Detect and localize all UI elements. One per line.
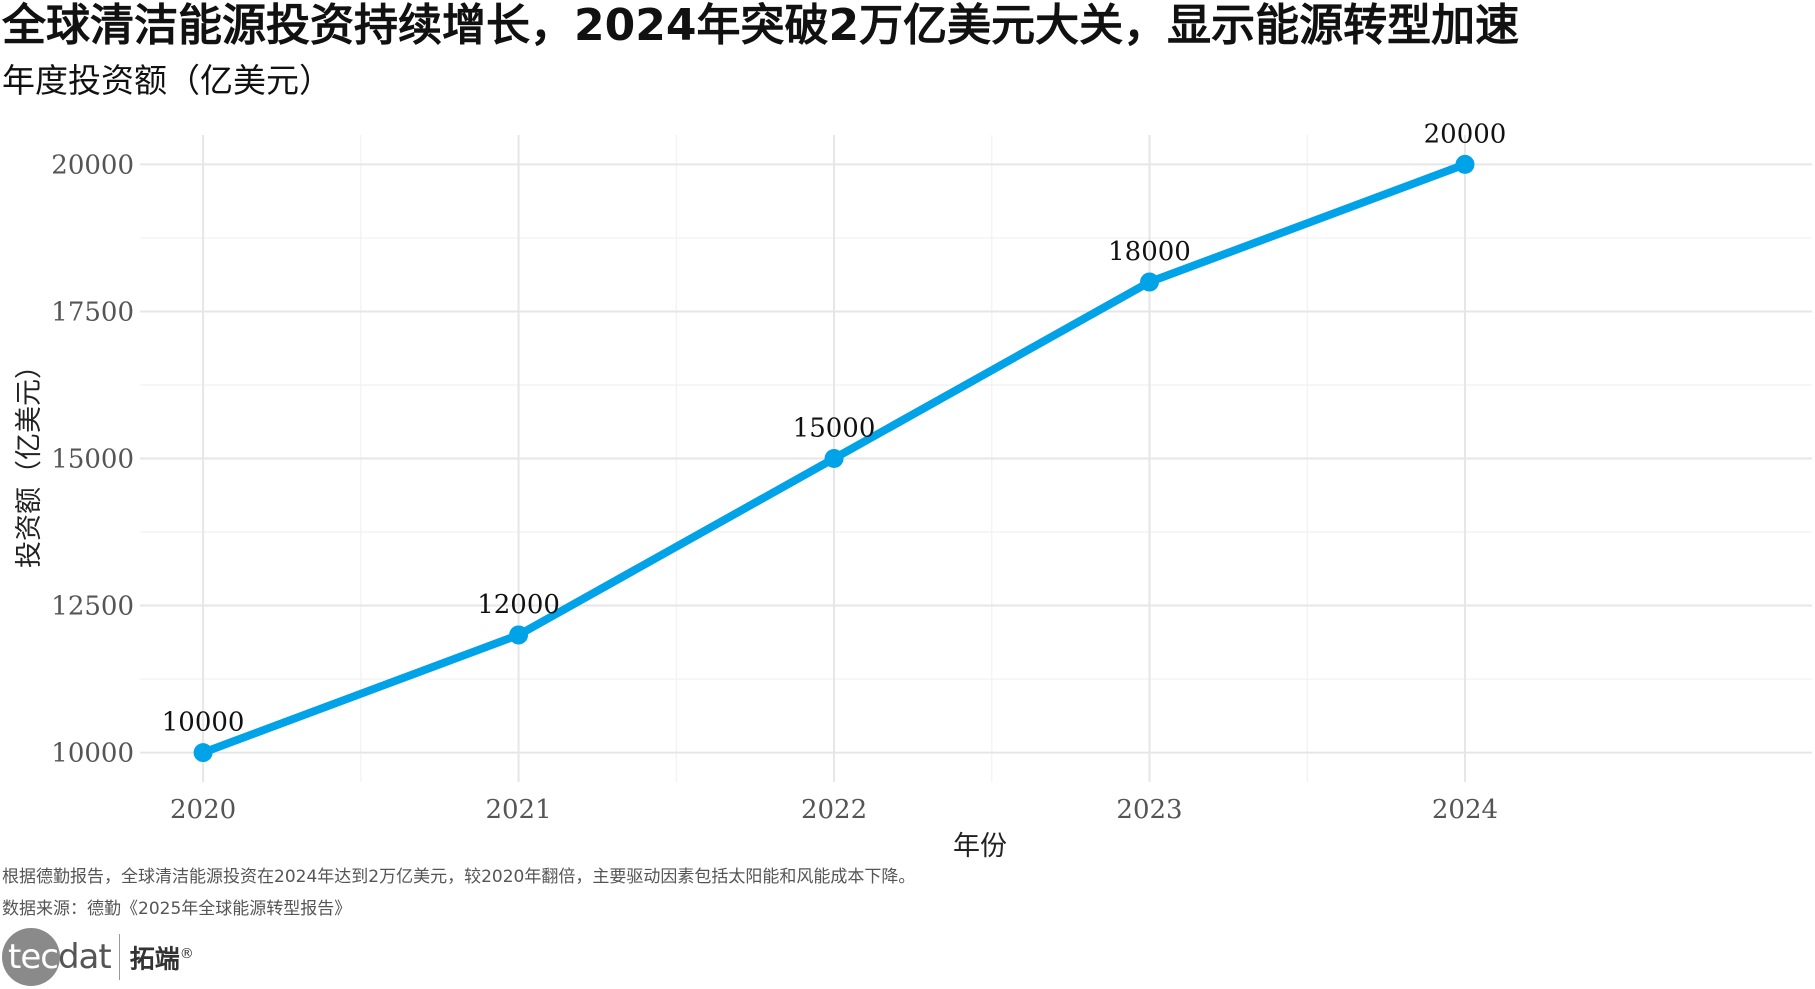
y-tick-label: 15000 (51, 445, 134, 475)
x-tick-label: 2024 (1432, 795, 1498, 825)
data-point (1455, 154, 1475, 174)
x-tick-label: 2021 (485, 795, 551, 825)
data-labels: 10000 12000 15000 18000 20000 (162, 119, 1507, 737)
logo-divider (118, 934, 120, 980)
x-tick-label: 2023 (1116, 795, 1182, 825)
series-group (193, 154, 1475, 763)
data-label: 18000 (1108, 237, 1191, 267)
data-label: 10000 (162, 708, 245, 738)
x-tick-label: 2022 (801, 795, 867, 825)
brand-logo: tecdat 拓端® (2, 928, 194, 986)
data-point (1140, 272, 1160, 292)
x-tick-labels: 2020 2021 2022 2023 2024 (170, 795, 1498, 825)
grid-major (140, 135, 1812, 782)
x-tick-label: 2020 (170, 795, 236, 825)
x-axis-title: 年份 (953, 831, 1007, 860)
y-tick-labels: 10000 12500 15000 17500 20000 (51, 150, 134, 768)
logo-chinese: 拓端® (129, 944, 194, 974)
y-axis-title: 投资额（亿美元） (14, 352, 45, 568)
chart-source: 数据来源：德勤《2025年全球能源转型报告》 (2, 899, 352, 919)
data-point (193, 743, 213, 763)
data-label: 20000 (1424, 119, 1507, 149)
chart-subtitle: 年度投资额（亿美元） (2, 61, 332, 100)
chart-title: 全球清洁能源投资持续增长，2024年突破2万亿美元大关，显示能源转型加速 (2, 0, 1520, 51)
y-tick-label: 10000 (51, 739, 134, 769)
chart-caption: 根据德勤报告，全球清洁能源投资在2024年达到2万亿美元，较2020年翻倍，主要… (2, 867, 916, 887)
y-tick-label: 12500 (51, 592, 134, 622)
y-tick-label: 17500 (51, 297, 134, 327)
data-point (509, 625, 529, 645)
logo-wordmark: tecdat (8, 937, 112, 977)
data-label: 12000 (477, 590, 560, 620)
data-label: 15000 (793, 414, 876, 444)
y-tick-label: 20000 (51, 150, 134, 180)
data-point (824, 449, 844, 468)
logo-circle-icon (2, 928, 60, 986)
